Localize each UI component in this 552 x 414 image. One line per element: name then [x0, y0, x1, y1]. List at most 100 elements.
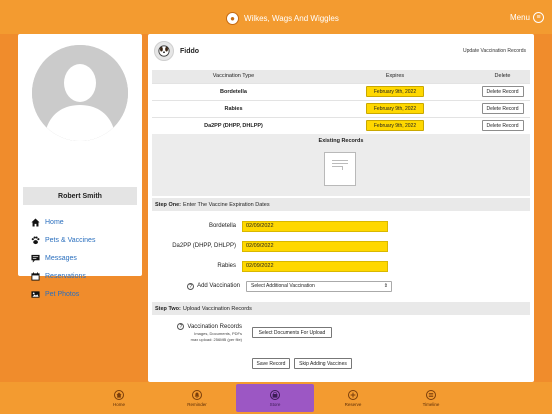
- tab-store[interactable]: Store: [236, 384, 314, 412]
- pet-header: Fiddo: [154, 41, 199, 61]
- vaccination-table: Vaccination Type Expires Delete Bordetel…: [152, 70, 530, 134]
- store-icon: [270, 389, 280, 400]
- add-vaccination-label: ? Add Vaccination: [152, 282, 246, 290]
- avatar: [32, 45, 128, 141]
- vaccine-panel: Fiddo Update Vaccination Records Vaccina…: [148, 34, 534, 382]
- table-row: Da2PP (DHPP, DHLPP) February 9th, 2022 D…: [152, 116, 530, 134]
- bottom-tab-bar: Home Reminder Store Reserve Timeline: [0, 382, 552, 414]
- table-header-row: Vaccination Type Expires Delete: [152, 70, 530, 83]
- table-row: Bordetella February 9th, 2022 Delete Rec…: [152, 82, 530, 100]
- paw-icon: [30, 235, 40, 245]
- field-label: Da2PP (DHPP, DHLPP): [172, 243, 236, 249]
- brand[interactable]: ● Wilkes, Wags And Wiggles: [226, 10, 339, 26]
- photo-icon: [30, 289, 40, 299]
- menu-icon: ≡: [533, 12, 544, 23]
- additional-vaccination-select[interactable]: Select Additional Vaccination ⇕: [246, 280, 392, 292]
- vaccine-type: Rabies: [152, 99, 315, 117]
- user-silhouette-icon: [32, 45, 128, 141]
- existing-records-section: Existing Records: [152, 134, 530, 196]
- vaccination-records-label: Vaccination Records: [187, 323, 242, 330]
- sidebar-item-label: Messages: [45, 254, 77, 262]
- sidebar-item-label: Pet Photos: [45, 290, 80, 298]
- field-label: Bordetella: [208, 223, 236, 229]
- tab-reminder[interactable]: Reminder: [158, 384, 236, 412]
- field-label: Rabies: [217, 263, 236, 269]
- delete-cell: Delete Record: [475, 99, 530, 117]
- sidebar-item-home[interactable]: Home: [30, 213, 138, 231]
- expiry-badge: February 9th, 2022: [366, 103, 424, 114]
- delete-cell: Delete Record: [475, 116, 530, 134]
- upload-hint-size: max upload: 256MB (per file): [190, 337, 242, 342]
- delete-cell: Delete Record: [475, 82, 530, 100]
- sidebar-nav: Home Pets & Vaccines Messages Reservatio…: [30, 213, 138, 303]
- upload-hint-types: Images, Documents, PDFs: [194, 331, 242, 336]
- chevron-updown-icon: ⇕: [383, 283, 388, 289]
- calendar-icon: [30, 271, 40, 281]
- select-documents-button[interactable]: Select Documents For Upload: [252, 327, 332, 338]
- step-two-text: Upload Vaccination Records: [182, 305, 252, 312]
- help-icon[interactable]: ?: [177, 323, 185, 330]
- document-thumbnail[interactable]: [324, 152, 356, 186]
- sidebar-item-messages[interactable]: Messages: [30, 249, 138, 267]
- tab-reserve[interactable]: Reserve: [314, 384, 392, 412]
- expires-cell: February 9th, 2022: [315, 116, 475, 134]
- col-vaccination-type: Vaccination Type: [152, 70, 315, 83]
- rabies-date-input[interactable]: 02/09/2022: [242, 260, 388, 272]
- sidebar-item-label: Pets & Vaccines: [45, 236, 96, 244]
- step-one-label: Step One:: [155, 201, 181, 208]
- tab-label: Reminder: [187, 401, 207, 407]
- da2pp-date-input[interactable]: 02/09/2022: [242, 240, 388, 252]
- profile-card: Robert Smith Home Pets & Vaccines Messag…: [18, 34, 142, 298]
- app-title: Wilkes, Wags And Wiggles: [244, 13, 339, 23]
- step-one-header: Step One: Enter The Vaccine Expiration D…: [152, 198, 530, 211]
- save-record-button[interactable]: Save Record: [252, 358, 290, 369]
- pet-name: Fiddo: [180, 47, 200, 55]
- add-vaccination-text: Add Vaccination: [197, 283, 240, 289]
- tab-label: Reserve: [344, 401, 362, 407]
- step-two-label: Step Two:: [155, 305, 181, 312]
- menu-label: Menu: [509, 13, 530, 22]
- delete-record-button[interactable]: Delete Record: [481, 86, 524, 97]
- upload-title: ? Vaccination Records: [152, 323, 242, 330]
- col-delete: Delete: [475, 70, 530, 83]
- expiry-badge: February 9th, 2022: [366, 86, 424, 97]
- message-icon: [30, 253, 40, 263]
- menu-button[interactable]: Menu ≡: [510, 12, 544, 23]
- delete-record-button[interactable]: Delete Record: [481, 120, 524, 132]
- tab-home[interactable]: Home: [80, 384, 158, 412]
- vaccine-type: Da2PP (DHPP, DHLPP): [152, 116, 315, 134]
- expiry-badge: February 9th, 2022: [366, 120, 424, 132]
- document-icon: [328, 156, 352, 182]
- plus-icon: [348, 389, 358, 400]
- delete-record-button[interactable]: Delete Record: [481, 103, 524, 114]
- vaccine-type: Bordetella: [152, 82, 315, 100]
- expires-cell: February 9th, 2022: [315, 99, 475, 117]
- bell-icon: [192, 389, 202, 400]
- sidebar-item-label: Home: [45, 218, 64, 226]
- existing-records-title: Existing Records: [318, 138, 364, 144]
- home-icon: [114, 389, 124, 400]
- sidebar-item-pets-vaccines[interactable]: Pets & Vaccines: [30, 231, 138, 249]
- step-one-text: Enter The Vaccine Expiration Dates: [182, 201, 270, 208]
- help-icon[interactable]: ?: [187, 282, 195, 290]
- app-header: ● Wilkes, Wags And Wiggles Menu ≡: [0, 0, 552, 34]
- select-value: Select Additional Vaccination: [251, 283, 315, 289]
- upload-label-group: ? Vaccination Records Images, Documents,…: [152, 323, 242, 342]
- timeline-icon: [426, 389, 436, 400]
- sidebar-item-reservations[interactable]: Reservations: [30, 267, 138, 285]
- home-icon: [30, 217, 40, 227]
- tab-timeline[interactable]: Timeline: [392, 384, 470, 412]
- date-row-rabies: Rabies 02/09/2022: [152, 260, 530, 272]
- skip-adding-vaccines-button[interactable]: Skip Adding Vaccines: [294, 358, 352, 369]
- sidebar-item-pet-photos[interactable]: Pet Photos: [30, 285, 138, 303]
- tab-label: Home: [112, 401, 125, 407]
- profile-name: Robert Smith: [23, 187, 137, 205]
- add-vaccination-row: ? Add Vaccination Select Additional Vacc…: [152, 280, 530, 292]
- tab-label: Timeline: [422, 401, 440, 407]
- step-two-header: Step Two: Upload Vaccination Records: [152, 302, 530, 315]
- expires-cell: February 9th, 2022: [315, 82, 475, 100]
- tab-label: Store: [269, 401, 281, 407]
- bordetella-date-input[interactable]: 02/09/2022: [242, 220, 388, 232]
- dog-logo-icon: ●: [226, 11, 239, 25]
- update-vaccination-link[interactable]: Update Vaccination Records: [463, 48, 526, 54]
